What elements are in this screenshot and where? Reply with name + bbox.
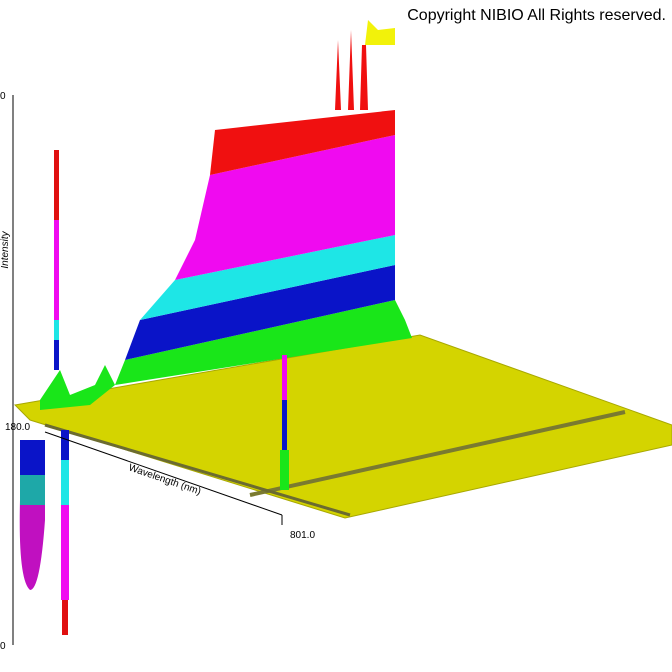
- spike-upper: [54, 220, 59, 320]
- band-green: [115, 300, 412, 385]
- intensity-label: Intensity: [0, 230, 11, 268]
- lower-lobe-band: [20, 475, 45, 505]
- band-red: [210, 110, 395, 175]
- spike-upper: [54, 150, 59, 220]
- mid-spike: [282, 400, 287, 450]
- floor-ridge: [249, 410, 626, 497]
- intensity-bottom: 0: [0, 641, 6, 652]
- floor: [13, 334, 672, 519]
- spikes-red: [335, 30, 368, 110]
- floor-peaks: [40, 365, 115, 410]
- mid-spike: [282, 355, 287, 400]
- spike-lower: [62, 600, 68, 635]
- band-magenta: [175, 135, 395, 280]
- wavelength-start: 180.0: [5, 422, 30, 433]
- spikes-top: [365, 20, 395, 45]
- mid-spike: [280, 450, 289, 490]
- spike-lower: [61, 460, 69, 505]
- floor-ridge: [44, 423, 351, 517]
- spike-lower: [61, 505, 69, 600]
- wavelength-end: 801.0: [290, 530, 315, 541]
- lower-lobe-band: [20, 440, 45, 475]
- band-blue: [125, 265, 395, 360]
- spike-upper: [54, 340, 59, 370]
- copyright: Copyright NIBIO All Rights reserved.: [407, 7, 666, 24]
- spike-lower: [61, 430, 69, 460]
- band-cyan: [140, 235, 395, 320]
- intensity-top: 0: [0, 91, 6, 102]
- wavelength-axis: [44, 431, 283, 516]
